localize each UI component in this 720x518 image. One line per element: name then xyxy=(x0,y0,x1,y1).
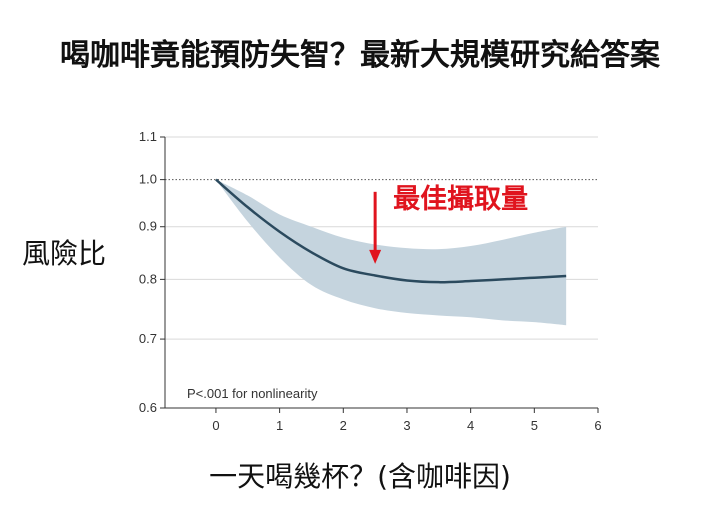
nonlinearity-note: P<.001 for nonlinearity xyxy=(187,386,318,401)
y-axis-label: 風險比 xyxy=(22,237,107,270)
optimal-intake-annotation: 最佳攝取量 xyxy=(393,184,528,215)
x-axis-label: 一天喝幾杯？(含咖啡因) xyxy=(209,460,511,493)
x-tick-label: 2 xyxy=(340,418,347,433)
confidence-band xyxy=(215,179,567,326)
y-tick-label: 1.0 xyxy=(139,172,157,187)
hazard-ratio-line xyxy=(215,178,567,284)
x-tick-label: 0 xyxy=(212,418,219,433)
arrow-head xyxy=(369,249,382,264)
x-tick-label: 1 xyxy=(276,418,283,433)
y-tick-label: 0.6 xyxy=(139,400,157,415)
x-tick-label: 5 xyxy=(531,418,538,433)
y-tick-label: 0.8 xyxy=(139,271,157,286)
headline: 喝咖啡竟能預防失智？最新大規模研究給答案 xyxy=(60,38,660,73)
y-tick-label: 0.9 xyxy=(139,219,157,234)
x-tick-label: 6 xyxy=(594,418,601,433)
x-tick-label: 3 xyxy=(403,418,410,433)
y-tick-label: 0.7 xyxy=(139,331,157,346)
x-tick-label: 4 xyxy=(467,418,474,433)
y-tick-label: 1.1 xyxy=(139,129,157,144)
